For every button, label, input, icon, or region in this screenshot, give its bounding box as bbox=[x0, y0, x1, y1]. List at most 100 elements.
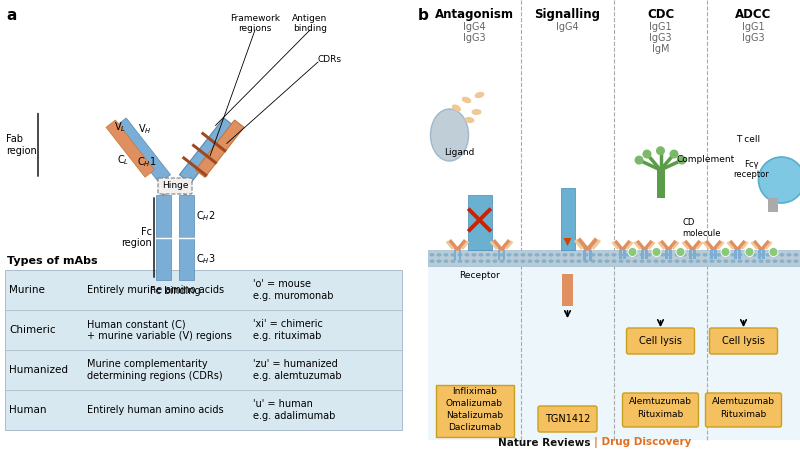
Text: Antigen
binding: Antigen binding bbox=[292, 14, 328, 33]
Bar bbox=[657, 170, 665, 198]
Bar bbox=[428, 250, 800, 266]
FancyBboxPatch shape bbox=[622, 393, 698, 427]
Bar bbox=[561, 188, 574, 250]
Text: Alemtuzumab: Alemtuzumab bbox=[629, 397, 692, 406]
Ellipse shape bbox=[682, 259, 686, 263]
Ellipse shape bbox=[717, 259, 722, 263]
Bar bbox=[583, 250, 586, 261]
Ellipse shape bbox=[676, 248, 685, 257]
Ellipse shape bbox=[667, 259, 673, 263]
Bar bbox=[502, 250, 506, 260]
Text: C$_H$1: C$_H$1 bbox=[137, 155, 157, 169]
Ellipse shape bbox=[478, 259, 483, 263]
Text: | Drug Discovery: | Drug Discovery bbox=[594, 437, 691, 448]
Ellipse shape bbox=[555, 259, 561, 263]
Ellipse shape bbox=[639, 253, 645, 257]
Text: V$_L$: V$_L$ bbox=[114, 121, 126, 134]
Ellipse shape bbox=[577, 259, 582, 263]
Text: IgG1: IgG1 bbox=[649, 22, 672, 32]
Text: IgG3: IgG3 bbox=[463, 33, 486, 43]
Ellipse shape bbox=[786, 259, 791, 263]
Ellipse shape bbox=[493, 253, 498, 257]
Text: CDRs: CDRs bbox=[318, 56, 342, 65]
Text: CD
molecule: CD molecule bbox=[682, 218, 721, 238]
Text: Natalizumab: Natalizumab bbox=[446, 411, 503, 420]
Ellipse shape bbox=[583, 253, 589, 257]
Ellipse shape bbox=[570, 253, 574, 257]
Ellipse shape bbox=[521, 253, 526, 257]
Ellipse shape bbox=[639, 259, 645, 263]
Polygon shape bbox=[182, 156, 208, 177]
Text: Types of mAbs: Types of mAbs bbox=[7, 256, 98, 266]
Ellipse shape bbox=[514, 259, 518, 263]
Ellipse shape bbox=[773, 253, 778, 257]
Ellipse shape bbox=[773, 259, 778, 263]
Ellipse shape bbox=[443, 259, 449, 263]
Text: IgG1: IgG1 bbox=[742, 22, 765, 32]
Ellipse shape bbox=[745, 248, 754, 257]
Ellipse shape bbox=[486, 259, 490, 263]
Bar bbox=[670, 250, 672, 259]
Ellipse shape bbox=[493, 259, 498, 263]
Text: T cell: T cell bbox=[737, 135, 761, 144]
Ellipse shape bbox=[656, 146, 665, 155]
Ellipse shape bbox=[506, 259, 511, 263]
Ellipse shape bbox=[751, 253, 757, 257]
Text: Fc
region: Fc region bbox=[122, 227, 152, 248]
Ellipse shape bbox=[462, 97, 471, 103]
Bar bbox=[767, 198, 778, 212]
Text: TGN1412: TGN1412 bbox=[545, 414, 590, 424]
Ellipse shape bbox=[605, 253, 610, 257]
Bar bbox=[734, 250, 737, 259]
Ellipse shape bbox=[689, 259, 694, 263]
Bar bbox=[458, 250, 462, 260]
Ellipse shape bbox=[499, 253, 505, 257]
Bar bbox=[562, 274, 573, 306]
Polygon shape bbox=[712, 240, 722, 251]
Ellipse shape bbox=[695, 259, 701, 263]
Text: IgG4: IgG4 bbox=[463, 22, 486, 32]
Text: Cell lysis: Cell lysis bbox=[722, 336, 765, 346]
Polygon shape bbox=[574, 239, 584, 250]
Bar bbox=[665, 250, 667, 259]
Ellipse shape bbox=[766, 253, 770, 257]
Ellipse shape bbox=[652, 248, 661, 257]
Text: Signalling: Signalling bbox=[534, 8, 601, 21]
Ellipse shape bbox=[721, 248, 730, 257]
Polygon shape bbox=[106, 120, 154, 177]
Bar bbox=[689, 250, 691, 259]
Ellipse shape bbox=[618, 259, 623, 263]
Text: Murine complementarity
determining regions (CDRs): Murine complementarity determining regio… bbox=[87, 359, 222, 381]
Bar bbox=[589, 250, 592, 261]
Text: b: b bbox=[418, 8, 429, 23]
Polygon shape bbox=[611, 241, 619, 250]
Ellipse shape bbox=[723, 259, 729, 263]
Text: Human: Human bbox=[9, 405, 46, 415]
Text: Murine: Murine bbox=[9, 285, 45, 295]
Polygon shape bbox=[492, 239, 503, 251]
Ellipse shape bbox=[642, 150, 651, 158]
Ellipse shape bbox=[628, 248, 637, 257]
Polygon shape bbox=[179, 118, 235, 183]
Polygon shape bbox=[626, 241, 634, 250]
Polygon shape bbox=[765, 241, 773, 250]
Ellipse shape bbox=[465, 259, 470, 263]
FancyBboxPatch shape bbox=[710, 328, 778, 354]
Ellipse shape bbox=[590, 259, 595, 263]
Polygon shape bbox=[729, 240, 739, 251]
Text: C$_L$: C$_L$ bbox=[117, 154, 130, 167]
Ellipse shape bbox=[478, 253, 483, 257]
Text: Fc binding: Fc binding bbox=[150, 286, 200, 296]
Text: IgG4: IgG4 bbox=[556, 22, 579, 32]
Ellipse shape bbox=[430, 259, 434, 263]
Bar bbox=[467, 195, 491, 250]
Polygon shape bbox=[634, 241, 642, 250]
Ellipse shape bbox=[450, 253, 455, 257]
Text: 'u' = human
e.g. adalimumab: 'u' = human e.g. adalimumab bbox=[253, 399, 335, 421]
Ellipse shape bbox=[452, 104, 461, 111]
Text: C$_H$3: C$_H$3 bbox=[196, 252, 216, 266]
Text: Humanized: Humanized bbox=[9, 365, 68, 375]
Ellipse shape bbox=[758, 253, 763, 257]
Ellipse shape bbox=[634, 156, 643, 165]
Polygon shape bbox=[726, 241, 734, 250]
